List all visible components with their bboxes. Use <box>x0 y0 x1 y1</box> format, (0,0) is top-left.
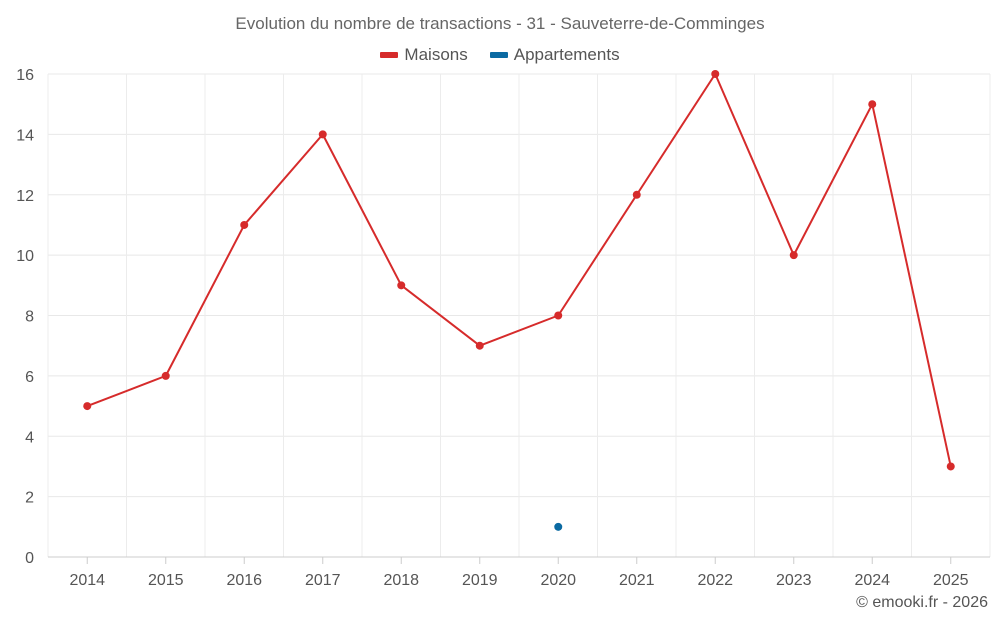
legend-item-maisons[interactable]: Maisons <box>380 45 468 65</box>
chart-title: Evolution du nombre de transactions - 31… <box>235 14 765 33</box>
y-tick-label: 14 <box>16 127 34 144</box>
y-tick-label: 0 <box>25 550 34 567</box>
data-point-maisons <box>83 402 92 411</box>
data-point-maisons <box>632 190 641 199</box>
x-tick-label: 2023 <box>776 572 812 589</box>
data-point-maisons <box>789 251 798 260</box>
y-tick-label: 8 <box>25 309 34 326</box>
data-point-maisons <box>475 341 484 350</box>
credit: © emooki.fr - 2026 <box>856 594 988 611</box>
x-tick-label: 2017 <box>305 572 341 589</box>
data-point-maisons <box>711 70 720 78</box>
data-point-maisons <box>240 220 249 229</box>
x-tick-label: 2024 <box>854 572 890 589</box>
x-tick-label: 2018 <box>383 572 419 589</box>
data-point-maisons <box>397 281 406 290</box>
y-tick-label: 12 <box>16 188 34 205</box>
data-point-maisons <box>318 130 327 139</box>
data-point-appartements <box>554 522 563 531</box>
data-point-maisons <box>161 371 170 380</box>
legend-item-appartements[interactable]: Appartements <box>489 45 620 65</box>
data-point-maisons <box>946 462 955 471</box>
x-tick-label: 2016 <box>226 572 262 589</box>
data-point-maisons <box>554 311 563 320</box>
data-point-maisons <box>868 100 877 109</box>
x-tick-label: 2015 <box>148 572 184 589</box>
x-tick-label: 2014 <box>69 572 105 589</box>
legend-swatch-maisons <box>380 52 399 58</box>
y-tick-label: 2 <box>25 490 34 507</box>
y-tick-label: 4 <box>25 429 34 446</box>
x-tick-label: 2022 <box>697 572 733 589</box>
x-tick-label: 2019 <box>462 572 498 589</box>
legend-swatch-appartements <box>489 52 508 58</box>
x-tick-label: 2020 <box>540 572 576 589</box>
y-tick-label: 16 <box>16 67 34 84</box>
legend: Maisons Appartements <box>0 45 1000 65</box>
x-tick-label: 2021 <box>619 572 655 589</box>
x-tick-label: 2025 <box>933 572 969 589</box>
legend-label-appartements: Appartements <box>513 45 620 64</box>
legend-label-maisons: Maisons <box>404 45 468 64</box>
series-line-maisons <box>86 73 952 467</box>
y-tick-label: 10 <box>16 248 34 265</box>
y-tick-label: 6 <box>25 369 34 386</box>
